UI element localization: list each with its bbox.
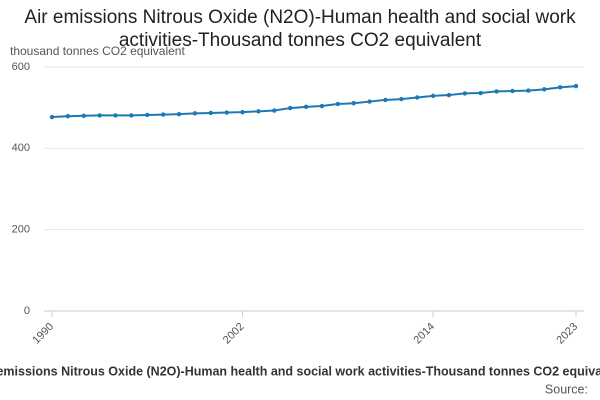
data-point xyxy=(97,113,102,118)
data-point xyxy=(557,85,563,90)
data-point xyxy=(573,83,579,89)
y-tick-label: 600 xyxy=(12,61,30,73)
x-tick-label: 2014 xyxy=(411,321,437,347)
data-point xyxy=(240,109,245,115)
x-tick-label: 1990 xyxy=(30,321,56,347)
data-point xyxy=(224,110,229,115)
x-axis-label: Air emissions Nitrous Oxide (N2O)-Human … xyxy=(0,364,600,378)
source: Source: xyxy=(545,382,588,396)
data-point xyxy=(81,113,86,119)
x-tick-label: 2002 xyxy=(221,321,247,347)
data-point xyxy=(367,99,372,104)
data-point xyxy=(335,101,341,107)
data-point xyxy=(256,109,261,114)
data-point xyxy=(287,105,293,111)
data-point xyxy=(272,108,277,113)
data-point xyxy=(319,103,325,109)
data-point xyxy=(542,87,547,92)
data-line xyxy=(51,85,577,119)
data-point xyxy=(160,112,166,117)
y-axis-label: thousand tonnes CO2 equivalent xyxy=(10,44,185,58)
chart-title: Air emissions Nitrous Oxide (N2O)-Human … xyxy=(24,7,576,51)
data-point xyxy=(383,97,388,103)
data-point xyxy=(462,91,468,96)
data-point xyxy=(430,93,436,99)
y-tick-label: 0 xyxy=(24,305,30,317)
data-point xyxy=(510,88,515,94)
data-point xyxy=(303,104,309,110)
data-point xyxy=(526,88,531,93)
data-point xyxy=(176,111,182,117)
data-point xyxy=(351,100,356,106)
data-point xyxy=(49,114,55,120)
x-tick-label: 2023 xyxy=(554,321,580,347)
data-point xyxy=(446,92,452,98)
data-point xyxy=(208,110,213,116)
data-point xyxy=(113,113,118,118)
data-point xyxy=(129,113,134,118)
data-point xyxy=(65,114,71,119)
data-point xyxy=(415,95,420,100)
data-point xyxy=(478,90,483,96)
data-point xyxy=(192,111,198,116)
y-tick-label: 200 xyxy=(12,224,30,236)
data-point xyxy=(145,112,150,118)
y-tick-label: 400 xyxy=(12,142,30,154)
data-point xyxy=(494,89,499,94)
data-point xyxy=(399,96,404,102)
